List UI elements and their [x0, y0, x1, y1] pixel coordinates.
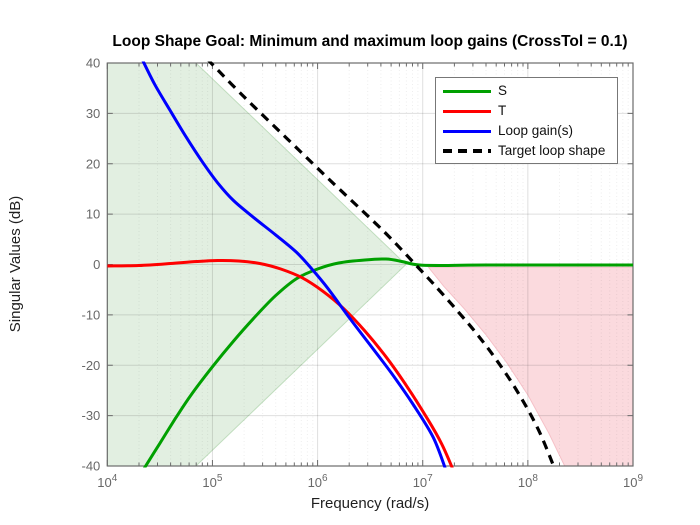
y-tick-label: 30	[86, 106, 100, 121]
curve-s	[142, 257, 634, 468]
y-tick-label: 20	[86, 156, 100, 171]
chart-title: Loop Shape Goal: Minimum and maximum loo…	[112, 33, 627, 50]
curve-target-loop-shape	[207, 61, 556, 468]
y-tick-label: -40	[82, 459, 101, 474]
legend-item-s: S	[436, 81, 617, 101]
legend-item-target: Target loop shape	[436, 141, 617, 161]
legend-item-t: T	[436, 101, 617, 121]
x-tick-label: 107	[413, 473, 433, 490]
y-tick-label: 10	[86, 207, 100, 222]
legend-line-target	[443, 149, 491, 153]
curve-t	[107, 258, 454, 468]
legend-item-loop-gain: Loop gain(s)	[436, 121, 617, 141]
legend-line-s	[443, 89, 491, 93]
y-axis-label: Singular Values (dB)	[7, 196, 24, 332]
legend: S T Loop gain(s) Target loop shape	[435, 77, 618, 164]
x-tick-label: 105	[202, 473, 222, 490]
x-axis-label: Frequency (rad/s)	[311, 495, 429, 512]
y-tick-label: 40	[86, 56, 100, 71]
y-tick-label: -20	[82, 358, 101, 373]
curves	[107, 61, 634, 468]
region-max-loop-gain-bound	[427, 266, 634, 467]
legend-label-t: T	[498, 103, 507, 118]
y-tick-label: -10	[82, 307, 101, 322]
legend-line-t	[443, 109, 491, 113]
curve-loop-gain-s	[141, 61, 447, 468]
x-tick-label: 106	[308, 473, 328, 490]
legend-label-s: S	[498, 83, 508, 98]
legend-label-target: Target loop shape	[498, 143, 606, 158]
legend-label-loop-gain: Loop gain(s)	[498, 123, 574, 138]
x-tick-label: 109	[623, 473, 643, 490]
tick-labels: 104 105 106 107 108 109 40 30 20 10 0 -10 -20 -30 -40	[82, 56, 644, 491]
x-tick-label: 108	[518, 473, 538, 490]
y-tick-label: 0	[93, 257, 100, 272]
x-tick-label: 104	[97, 473, 117, 490]
y-tick-label: -30	[82, 408, 101, 423]
legend-line-loop-gain	[443, 129, 491, 133]
